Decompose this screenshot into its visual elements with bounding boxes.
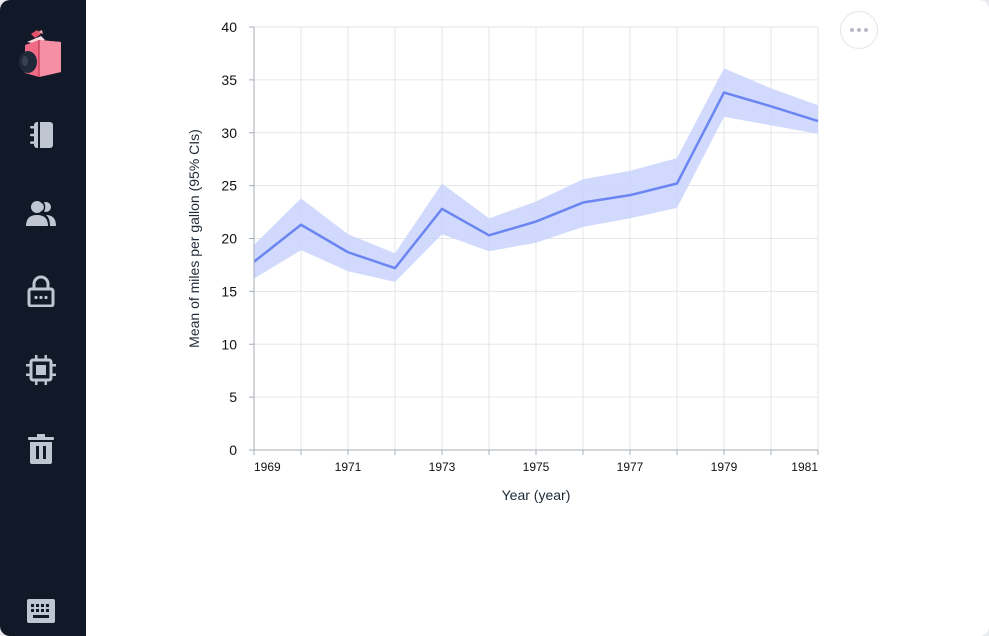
y-tick-label: 0	[229, 442, 237, 458]
sidebar-item-users[interactable]	[21, 193, 61, 233]
app-logo[interactable]	[15, 28, 65, 80]
y-axis-title: Mean of miles per gallon (95% CIs)	[186, 129, 202, 348]
y-tick-label: 5	[229, 389, 237, 405]
users-icon	[25, 198, 57, 228]
line-chart: 0 5 10 15 20 25 30 35 40 1969 1971 1973 1975 1977 197…	[86, 0, 989, 636]
x-tick-label: 1981	[791, 460, 818, 474]
y-tick-label: 20	[221, 231, 237, 247]
keyboard-icon	[26, 598, 56, 624]
x-tick-labels: 1969 1971 1973 1975 1977 1979 1981	[254, 460, 818, 474]
y-tick-label: 40	[221, 19, 237, 35]
main-panel: 0 5 10 15 20 25 30 35 40 1969 1971 1973 1975 1977 197…	[86, 0, 989, 636]
sidebar-item-secrets[interactable]	[21, 271, 61, 311]
notebook-icon	[26, 120, 56, 150]
x-tick-label: 1973	[429, 460, 456, 474]
trash-icon	[27, 433, 55, 465]
x-tick-label: 1979	[711, 460, 738, 474]
y-tick-labels: 0 5 10 15 20 25 30 35 40	[221, 19, 237, 458]
x-tick-label: 1971	[335, 460, 362, 474]
sidebar-item-trash[interactable]	[21, 429, 61, 469]
sidebar-item-compute[interactable]	[21, 350, 61, 390]
lock-icon	[26, 275, 56, 307]
y-tick-label: 30	[221, 125, 237, 141]
sidebar-item-notebook[interactable]	[21, 115, 61, 155]
y-tick-label: 35	[221, 72, 237, 88]
y-tick-label: 25	[221, 178, 237, 194]
x-tick-label: 1969	[254, 460, 281, 474]
cpu-chip-icon	[25, 354, 57, 386]
y-tick-label: 15	[221, 283, 237, 299]
y-tick-label: 10	[221, 336, 237, 352]
more-horizontal-icon	[850, 28, 854, 32]
sidebar	[0, 0, 86, 636]
x-axis-title: Year (year)	[502, 487, 571, 503]
keyboard-shortcuts-button[interactable]	[21, 591, 61, 631]
x-tick-label: 1975	[523, 460, 550, 474]
x-tick-label: 1977	[617, 460, 644, 474]
more-options-button[interactable]	[840, 11, 878, 49]
